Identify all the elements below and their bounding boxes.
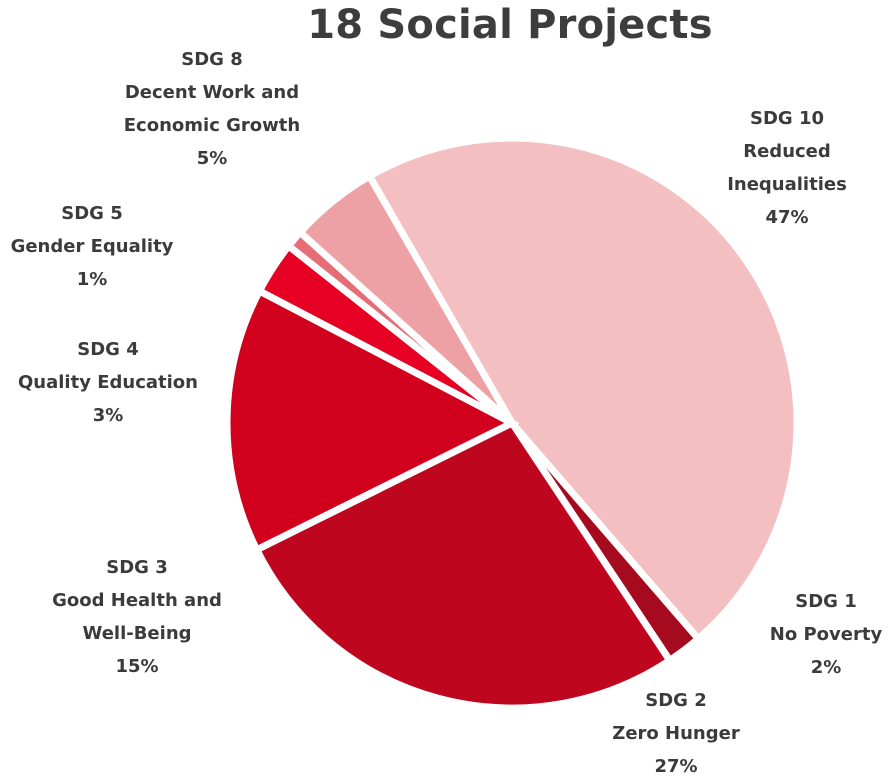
slice-label-line: Decent Work and: [124, 82, 300, 103]
slice-label-2: SDG 2 Zero Hunger 27%: [561, 684, 791, 783]
slice-label-line: Gender Equality: [10, 236, 174, 257]
slice-label-line: SDG 4: [77, 339, 139, 360]
slice-label-line: No Poverty: [769, 624, 883, 645]
slice-label-1: SDG 1 No Poverty 2%: [711, 585, 889, 684]
slice-percent: 1%: [76, 269, 108, 290]
slice-label-line: Reduced: [743, 141, 831, 162]
chart-title: 18 Social Projects: [307, 2, 713, 48]
slice-percent: 2%: [810, 657, 842, 678]
slice-label-6: SDG 8 Decent Work and Economic Growth 5%: [97, 43, 327, 175]
slice-label-line: Economic Growth: [123, 115, 301, 136]
pie-slice-3: [223, 286, 520, 555]
slice-label-line: Inequalities: [727, 174, 847, 195]
slice-percent: 47%: [765, 207, 809, 228]
slice-percent: 27%: [654, 756, 698, 777]
slice-label-line: SDG 3: [106, 557, 168, 578]
pie-slice-6: [295, 171, 516, 426]
slice-label-line: SDG 8: [181, 49, 243, 70]
pie-slice-0: [364, 134, 801, 644]
slice-label-line: Zero Hunger: [612, 723, 740, 744]
slice-label-line: SDG 2: [645, 690, 707, 711]
slice-label-line: Well-Being: [82, 623, 192, 644]
slice-label-line: Good Health and: [52, 590, 222, 611]
pie-slice-2: [252, 418, 675, 712]
slice-label-line: Quality Education: [18, 372, 198, 393]
slice-label-4: SDG 4 Quality Education 3%: [0, 333, 223, 432]
slice-label-0: SDG 10 Reduced Inequalities 47%: [672, 102, 889, 234]
slice-label-line: SDG 10: [750, 108, 824, 129]
slice-label-line: SDG 1: [795, 591, 857, 612]
slice-label-line: SDG 5: [61, 203, 123, 224]
slice-label-5: SDG 5 Gender Equality 1%: [0, 197, 207, 296]
slice-percent: 3%: [92, 405, 124, 426]
slice-label-3: SDG 3 Good Health and Well-Being 15%: [22, 551, 252, 683]
slice-percent: 15%: [115, 656, 159, 677]
slice-percent: 5%: [196, 148, 228, 169]
